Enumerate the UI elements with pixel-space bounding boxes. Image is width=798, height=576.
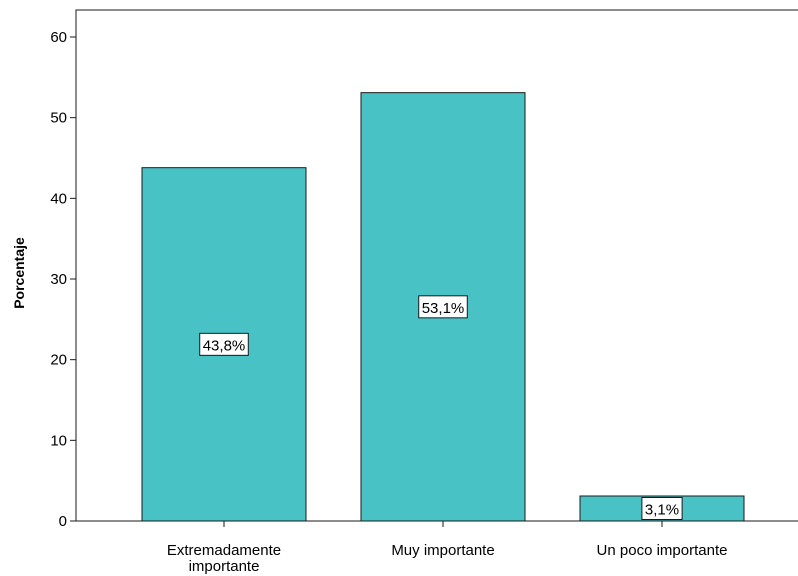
x-tick-label: importante bbox=[189, 558, 260, 575]
data-label: 53,1% bbox=[418, 295, 468, 319]
y-tick-label: 50 bbox=[50, 110, 67, 127]
data-label: 43,8% bbox=[199, 332, 249, 356]
y-tick-label: 20 bbox=[50, 352, 67, 369]
y-axis-ticks: 0 10 20 30 40 50 60 bbox=[50, 29, 76, 530]
x-tick-label: Un poco importante bbox=[597, 542, 728, 559]
data-labels: 43,8% 53,1% 3,1% bbox=[199, 295, 683, 520]
data-label-box bbox=[199, 332, 249, 356]
data-label-box bbox=[418, 295, 468, 319]
y-tick-label: 60 bbox=[50, 29, 67, 46]
y-tick-label: 10 bbox=[50, 432, 67, 449]
data-label-text: 43,8% bbox=[203, 337, 246, 354]
data-label: 3,1% bbox=[641, 496, 683, 520]
y-tick-label: 30 bbox=[50, 271, 67, 288]
y-tick-label: 40 bbox=[50, 190, 67, 207]
y-tick-label: 0 bbox=[59, 513, 67, 530]
data-label-text: 53,1% bbox=[422, 300, 465, 317]
data-label-box bbox=[641, 496, 683, 520]
x-tick-label: Extremadamente bbox=[167, 542, 281, 559]
data-label-text: 3,1% bbox=[645, 501, 679, 518]
y-axis-label: Porcentaje bbox=[11, 237, 27, 309]
x-tick-label: Muy importante bbox=[391, 542, 494, 559]
